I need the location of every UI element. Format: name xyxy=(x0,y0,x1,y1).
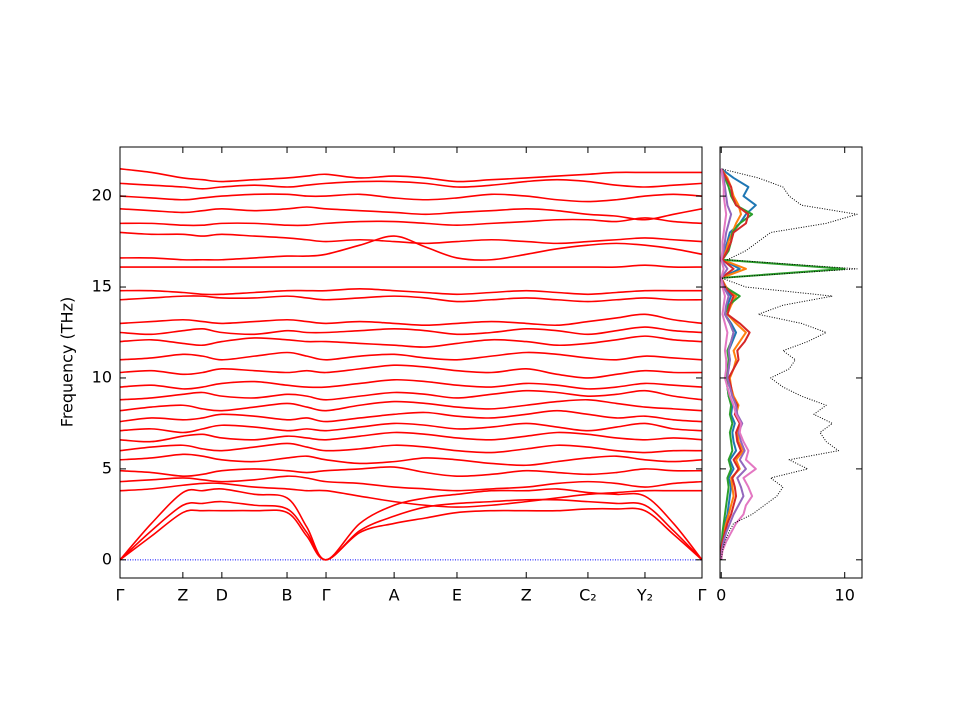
band-line xyxy=(120,498,702,561)
band-line xyxy=(120,351,702,361)
band-line xyxy=(120,466,702,478)
x-tick-label: Γ xyxy=(322,586,331,605)
band-line xyxy=(120,206,702,221)
band-line xyxy=(120,389,702,401)
x-tick-label: B xyxy=(282,586,293,605)
x-tick-label: C₂ xyxy=(579,586,597,605)
x-tick-label: Y₂ xyxy=(636,586,653,605)
band-line xyxy=(120,482,702,508)
band-line xyxy=(120,487,702,561)
band-line xyxy=(120,326,702,336)
band-line xyxy=(120,295,702,303)
band-line xyxy=(120,475,702,492)
band-line xyxy=(120,431,702,443)
x-tick-label: Γ xyxy=(116,586,125,605)
band-line xyxy=(120,178,702,190)
y-tick-label: 5 xyxy=(102,458,112,477)
band-line xyxy=(120,398,702,412)
x-tick-label: E xyxy=(452,586,462,605)
band-line xyxy=(120,364,702,379)
band-line xyxy=(120,193,702,203)
x-tick-label: Z xyxy=(177,586,188,605)
y-tick-label: 0 xyxy=(102,549,112,568)
band-line xyxy=(120,235,702,261)
band-line xyxy=(120,168,702,183)
x-tick-label: A xyxy=(389,586,400,605)
plot-area xyxy=(120,168,702,561)
band-line xyxy=(120,507,702,561)
band-line xyxy=(120,231,702,245)
band-line xyxy=(120,313,702,327)
x-tick-label: 10 xyxy=(835,586,855,605)
x-tick-label: D xyxy=(216,586,228,605)
partial-dos-line xyxy=(720,168,751,560)
axes-frame xyxy=(119,146,703,579)
band-line xyxy=(120,217,702,227)
y-tick-label: 10 xyxy=(92,367,112,386)
x-tick-label: 0 xyxy=(716,586,726,605)
y-axis-label: Frequency (THz) xyxy=(58,297,77,427)
band-line xyxy=(120,442,702,454)
band-line xyxy=(120,288,702,296)
partial-dos-line xyxy=(720,168,747,560)
band-line xyxy=(120,264,702,268)
y-tick-label: 15 xyxy=(92,277,112,296)
y-tick-label: 20 xyxy=(92,186,112,205)
x-tick-label: Z xyxy=(521,586,532,605)
band-line xyxy=(120,378,702,390)
partial-dos-line xyxy=(720,168,757,560)
band-line xyxy=(120,409,702,423)
band-line xyxy=(120,453,702,467)
x-tick-label: Γ xyxy=(698,586,707,605)
band-line xyxy=(120,335,702,348)
plot-area xyxy=(720,168,858,560)
axes-frame xyxy=(719,146,863,579)
band-line xyxy=(120,422,702,434)
